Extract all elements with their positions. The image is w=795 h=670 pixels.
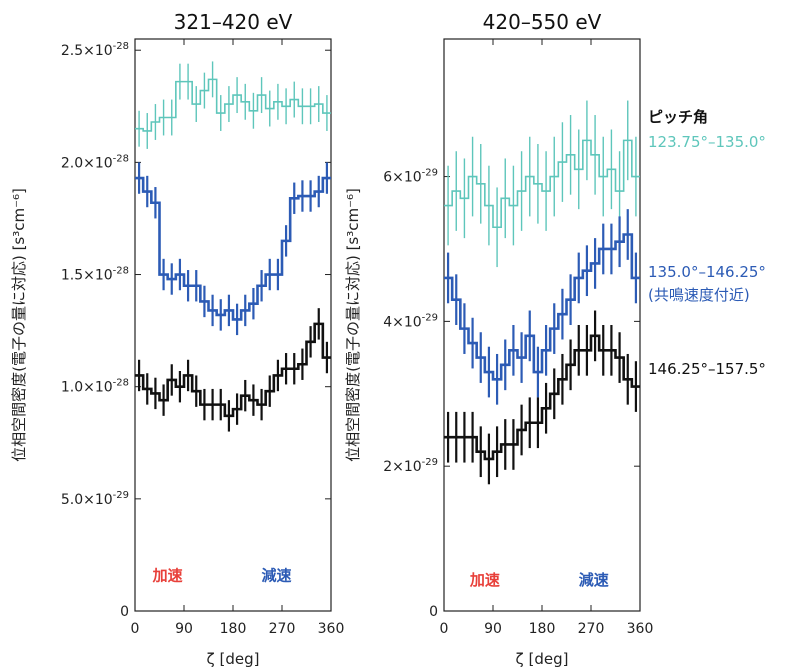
y-tick-label: 5.0×10-29 <box>61 490 129 508</box>
y-tick-label: 4×10-29 <box>383 312 438 330</box>
legend: ピッチ角 123.75°–135.0° 135.0°–146.25° (共鳴速度… <box>648 108 766 378</box>
annotation-label: 減速 <box>262 567 292 585</box>
series-step-line <box>135 322 331 418</box>
legend-item-blue: 135.0°–146.25° <box>648 263 766 281</box>
chart-panel-420-550ev: 420–550 eV 0 90 180 270 360 ζ [deg] 0 2×10-29 4×1… <box>344 10 653 668</box>
x-axis-label: ζ [deg] <box>516 650 569 668</box>
x-axis-label: ζ [deg] <box>207 650 260 668</box>
y-axis-label: 位相空間密度(電子の量に対応) [s³cm⁻⁶] <box>344 188 362 462</box>
chart-panel-321-420ev: 321–420 eV 0 90 180 270 360 ζ [deg] 0 5.0×10-29 1… <box>10 10 344 668</box>
chart-title: 420–550 eV <box>483 10 602 34</box>
legend-item-blue-note: (共鳴速度付近) <box>648 286 750 304</box>
plot-frame <box>134 38 332 612</box>
series-step-line <box>444 139 640 229</box>
series-0 <box>135 61 331 149</box>
series-1 <box>135 162 331 336</box>
y-tick-label: 0 <box>120 604 129 620</box>
legend-title: ピッチ角 <box>648 108 708 126</box>
x-tick-label: 90 <box>175 621 193 637</box>
y-tick-label: 2.0×10-28 <box>61 153 129 171</box>
x-tick-label: 0 <box>440 621 449 637</box>
series-step-line <box>135 176 331 321</box>
series-1 <box>444 209 640 405</box>
x-tick-label: 360 <box>318 621 345 637</box>
y-tick-label: 2×10-29 <box>383 457 438 475</box>
y-tick-label: 1.5×10-28 <box>61 266 129 284</box>
series-0 <box>444 100 640 268</box>
x-tick-label: 360 <box>627 621 654 637</box>
legend-item-black: 146.25°–157.5° <box>648 360 766 378</box>
y-tick-label: 1.0×10-28 <box>61 378 129 396</box>
x-tick-label: 0 <box>131 621 140 637</box>
y-tick-label: 6×10-29 <box>383 168 438 186</box>
series-step-line <box>135 78 331 132</box>
x-tick-label: 270 <box>578 621 605 637</box>
legend-item-cyan: 123.75°–135.0° <box>648 133 766 151</box>
x-tick-label: 180 <box>220 621 247 637</box>
x-tick-label: 180 <box>529 621 556 637</box>
y-tick-label: 0 <box>429 604 438 620</box>
series-2 <box>444 310 640 485</box>
annotation-label: 減速 <box>579 571 609 589</box>
series-2 <box>135 308 331 432</box>
y-axis-label: 位相空間密度(電子の量に対応) [s³cm⁻⁶] <box>10 188 28 462</box>
chart-title: 321–420 eV <box>174 10 293 34</box>
x-tick-label: 270 <box>269 621 296 637</box>
series-step-line <box>444 233 640 381</box>
annotation-label: 加速 <box>469 571 500 589</box>
x-tick-label: 90 <box>484 621 502 637</box>
annotation-label: 加速 <box>152 567 183 585</box>
y-tick-label: 2.5×10-28 <box>61 41 129 59</box>
series-step-line <box>444 334 640 461</box>
